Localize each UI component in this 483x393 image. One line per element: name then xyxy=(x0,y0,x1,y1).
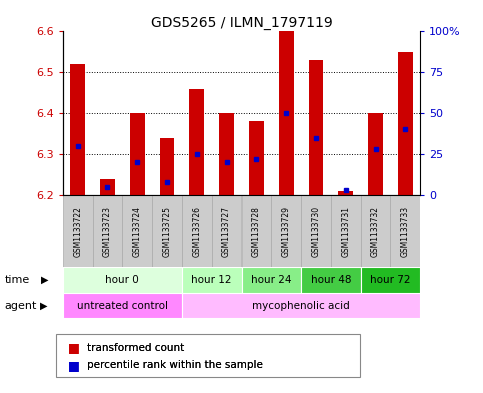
Bar xyxy=(212,195,242,268)
Bar xyxy=(63,293,182,318)
Bar xyxy=(152,195,182,268)
Bar xyxy=(279,31,294,195)
Bar xyxy=(271,195,301,268)
Bar xyxy=(338,191,353,195)
Bar xyxy=(242,195,271,268)
Bar xyxy=(182,268,242,293)
Bar xyxy=(159,138,174,195)
Text: ■: ■ xyxy=(68,359,79,372)
Bar xyxy=(368,113,383,195)
Bar xyxy=(130,113,145,195)
Text: GSM1133724: GSM1133724 xyxy=(133,206,142,257)
Bar xyxy=(189,89,204,195)
Bar xyxy=(182,293,420,318)
Text: hour 24: hour 24 xyxy=(251,275,292,285)
Bar xyxy=(361,195,390,268)
Bar xyxy=(219,113,234,195)
Text: GSM1133732: GSM1133732 xyxy=(371,206,380,257)
Bar xyxy=(63,195,93,268)
Bar xyxy=(70,64,85,195)
Bar xyxy=(122,195,152,268)
Text: mycophenolic acid: mycophenolic acid xyxy=(252,301,350,310)
Text: ■: ■ xyxy=(68,341,79,354)
Text: percentile rank within the sample: percentile rank within the sample xyxy=(87,360,263,371)
Text: hour 12: hour 12 xyxy=(191,275,232,285)
Bar xyxy=(100,178,115,195)
Title: GDS5265 / ILMN_1797119: GDS5265 / ILMN_1797119 xyxy=(151,17,332,30)
Text: ▶: ▶ xyxy=(40,301,47,310)
Text: GSM1133728: GSM1133728 xyxy=(252,206,261,257)
Bar xyxy=(182,195,212,268)
Bar xyxy=(93,195,122,268)
Bar xyxy=(398,52,413,195)
Text: hour 48: hour 48 xyxy=(311,275,351,285)
Bar xyxy=(390,195,420,268)
Text: GSM1133733: GSM1133733 xyxy=(401,206,410,257)
Bar xyxy=(361,268,420,293)
Bar xyxy=(309,60,324,195)
Text: time: time xyxy=(5,275,30,285)
Bar xyxy=(63,268,182,293)
Text: ■: ■ xyxy=(68,359,79,372)
Text: GSM1133729: GSM1133729 xyxy=(282,206,291,257)
Text: untreated control: untreated control xyxy=(77,301,168,310)
Text: hour 0: hour 0 xyxy=(105,275,139,285)
Text: GSM1133726: GSM1133726 xyxy=(192,206,201,257)
Text: ■: ■ xyxy=(68,341,79,354)
Text: GSM1133731: GSM1133731 xyxy=(341,206,350,257)
Text: hour 72: hour 72 xyxy=(370,275,411,285)
Text: GSM1133723: GSM1133723 xyxy=(103,206,112,257)
Text: ▶: ▶ xyxy=(41,275,49,285)
Text: GSM1133727: GSM1133727 xyxy=(222,206,231,257)
Bar xyxy=(242,268,301,293)
Bar xyxy=(331,195,361,268)
Bar xyxy=(249,121,264,195)
Text: percentile rank within the sample: percentile rank within the sample xyxy=(87,360,263,371)
Text: GSM1133722: GSM1133722 xyxy=(73,206,82,257)
Text: agent: agent xyxy=(5,301,37,310)
Bar xyxy=(301,195,331,268)
Bar xyxy=(301,268,361,293)
Text: GSM1133725: GSM1133725 xyxy=(163,206,171,257)
Text: transformed count: transformed count xyxy=(87,343,184,353)
Text: GSM1133730: GSM1133730 xyxy=(312,206,320,257)
Text: transformed count: transformed count xyxy=(87,343,184,353)
